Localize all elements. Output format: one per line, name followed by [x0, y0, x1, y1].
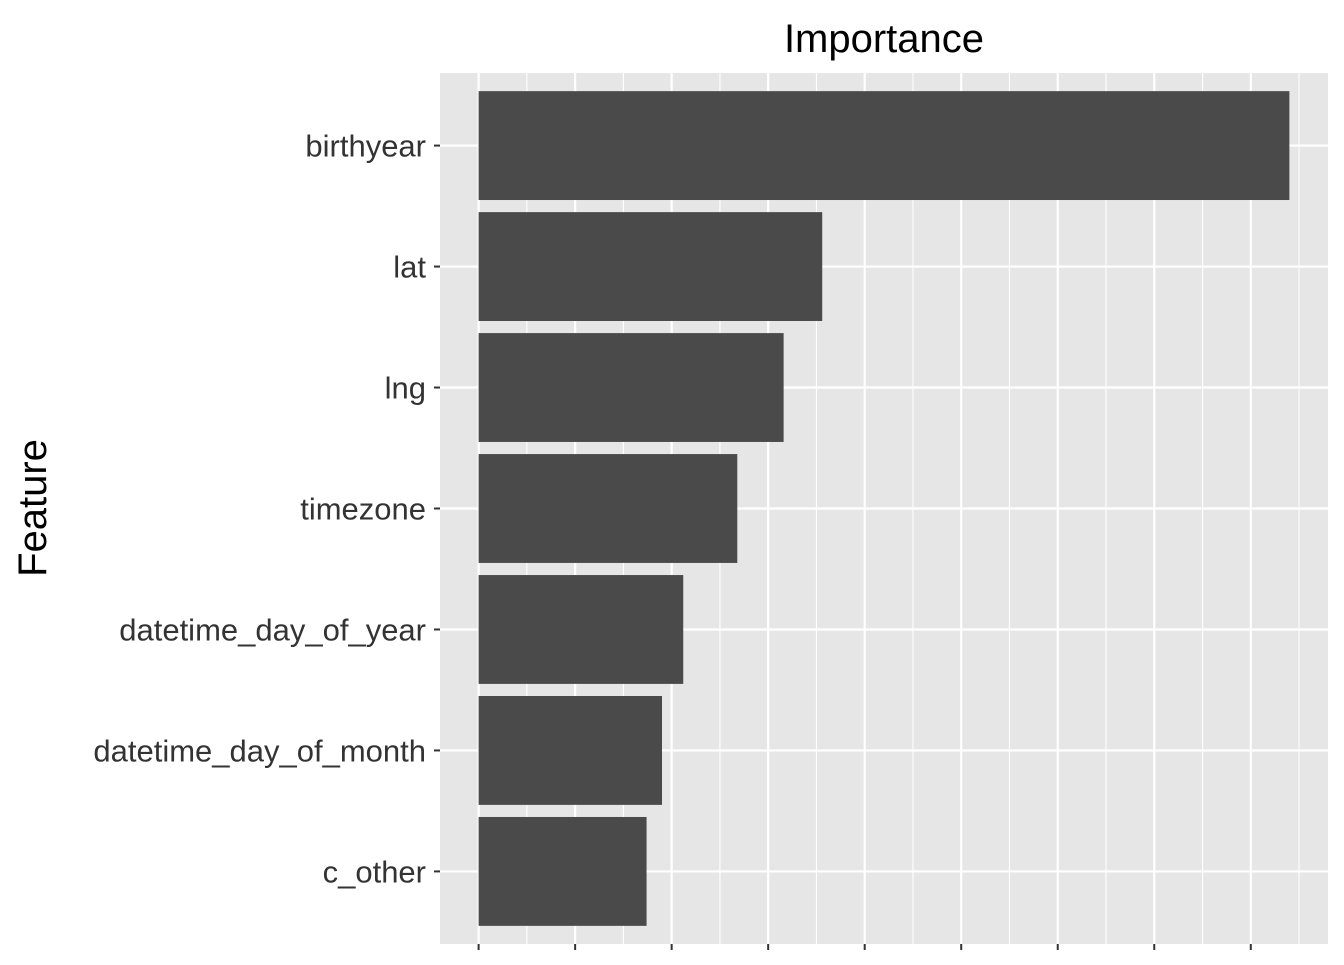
y-axis-title: Feature [11, 439, 55, 577]
bar-birthyear [478, 91, 1290, 201]
y-tick-label-lat: lat [393, 250, 426, 285]
bar-lat [478, 212, 823, 321]
y-axis-ticks [434, 144, 440, 873]
y-tick-label-datetime-day-of-month: datetime_day_of_month [93, 733, 426, 768]
bar-c-other [478, 816, 647, 926]
bar-lng [478, 333, 784, 442]
chart-title: Importance [784, 17, 984, 61]
bar-datetime-day-of-year [478, 575, 684, 684]
y-axis-tick-labels: birthyear lat lng timezone datetime_day_of_y… [93, 129, 426, 890]
y-tick-label-c-other: c_other [323, 854, 426, 889]
y-tick-label-datetime-day-of-year: datetime_day_of_year [119, 612, 426, 647]
y-tick-label-timezone: timezone [300, 492, 426, 527]
y-tick-label-lng: lng [385, 371, 426, 406]
bars [478, 91, 1290, 926]
bar-datetime-day-of-month [478, 696, 662, 805]
y-tick-label-birthyear: birthyear [305, 129, 426, 164]
x-axis-ticks [477, 944, 1252, 950]
bar-timezone [478, 454, 738, 563]
